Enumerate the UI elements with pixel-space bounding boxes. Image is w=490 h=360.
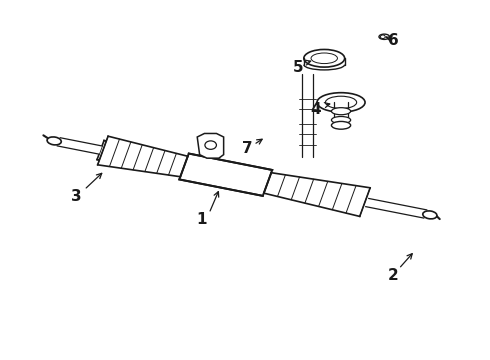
- Text: 3: 3: [71, 189, 81, 204]
- Ellipse shape: [311, 53, 338, 64]
- Text: 1: 1: [196, 212, 207, 227]
- Polygon shape: [197, 134, 223, 158]
- Ellipse shape: [331, 121, 351, 129]
- Text: 6: 6: [388, 33, 398, 48]
- Polygon shape: [264, 173, 370, 216]
- Polygon shape: [179, 154, 272, 196]
- Ellipse shape: [379, 34, 390, 39]
- Ellipse shape: [331, 108, 351, 115]
- Text: 4: 4: [311, 102, 321, 117]
- Polygon shape: [57, 138, 102, 154]
- Text: 5: 5: [293, 60, 303, 75]
- Polygon shape: [98, 136, 188, 177]
- Ellipse shape: [423, 211, 437, 219]
- Ellipse shape: [325, 96, 357, 109]
- Ellipse shape: [47, 137, 61, 145]
- Polygon shape: [366, 198, 427, 218]
- Ellipse shape: [304, 49, 344, 67]
- Text: 2: 2: [388, 269, 398, 283]
- Polygon shape: [97, 140, 354, 209]
- Circle shape: [205, 141, 217, 149]
- Circle shape: [380, 35, 385, 39]
- Ellipse shape: [331, 117, 351, 123]
- Text: 7: 7: [242, 141, 253, 157]
- Ellipse shape: [317, 93, 365, 112]
